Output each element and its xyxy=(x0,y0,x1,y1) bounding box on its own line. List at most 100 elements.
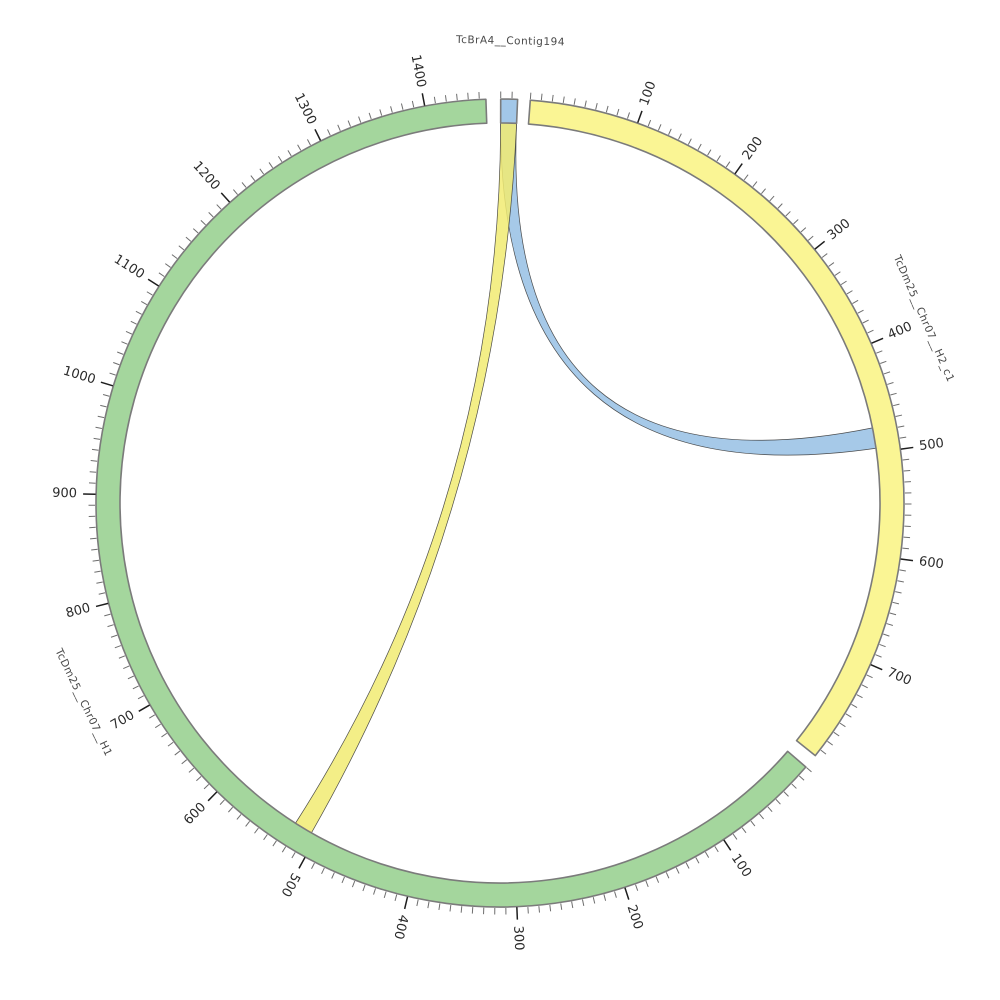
tick-minor xyxy=(92,559,100,562)
tick-minor xyxy=(605,105,609,113)
tick-minor xyxy=(460,906,463,913)
segment-band-h2 xyxy=(527,99,905,757)
tick-minor xyxy=(117,351,124,355)
tick-label-h1-1200: 1200 xyxy=(189,159,222,194)
ticks-h2 xyxy=(529,92,914,755)
tick-minor xyxy=(331,872,335,879)
tick-major xyxy=(100,381,114,387)
tick-minor xyxy=(807,235,814,241)
tick-minor xyxy=(616,108,620,116)
tick-minor xyxy=(845,713,852,718)
tick-minor xyxy=(109,372,116,376)
tick-minor xyxy=(100,404,107,408)
tick-minor xyxy=(783,791,789,797)
tick-minor xyxy=(90,460,98,462)
tick-label-h1-500: 500 xyxy=(278,870,303,899)
tick-minor xyxy=(358,116,362,123)
tick-minor xyxy=(584,100,587,108)
tick-minor xyxy=(834,271,841,276)
sector-label-contig194: TcBrA4__Contig194 xyxy=(455,34,565,48)
tick-minor xyxy=(704,851,710,858)
tick-major xyxy=(147,278,160,287)
tick-minor xyxy=(118,655,126,659)
tick-minor xyxy=(362,884,366,892)
tick-label-h1-1300: 1300 xyxy=(291,91,319,127)
tick-minor xyxy=(174,750,181,756)
tick-minor xyxy=(185,236,192,242)
tick-minor xyxy=(467,92,469,100)
tick-minor xyxy=(89,471,97,473)
tick-minor xyxy=(902,547,909,550)
tick-minor xyxy=(785,211,791,217)
tick-minor xyxy=(107,624,114,628)
tick-minor xyxy=(635,884,639,891)
tick-minor xyxy=(800,227,807,233)
tick-minor xyxy=(657,124,662,131)
tick-minor xyxy=(98,592,106,595)
tick-major xyxy=(734,163,743,175)
tick-minor xyxy=(866,674,873,679)
tick-label-h1-900: 900 xyxy=(52,486,77,502)
tick-minor xyxy=(769,195,775,202)
tick-minor xyxy=(560,903,563,910)
tick-minor xyxy=(181,759,188,765)
tick-minor xyxy=(427,901,430,909)
tick-minor xyxy=(219,799,225,805)
tick-minor xyxy=(97,415,105,419)
tick-minor xyxy=(697,143,702,150)
tick-minor xyxy=(793,219,799,225)
tick-minor xyxy=(775,799,781,805)
tick-minor xyxy=(216,204,222,210)
tick-label-h1-200: 200 xyxy=(624,903,646,931)
tick-minor xyxy=(827,740,834,746)
tick-minor xyxy=(895,591,902,594)
tick-minor xyxy=(254,827,259,834)
tick-minor xyxy=(164,263,171,268)
tick-minor xyxy=(416,899,419,907)
tick-minor xyxy=(861,684,868,689)
tick-major xyxy=(421,93,426,106)
tick-minor xyxy=(716,155,721,162)
tick-label-h2-700: 700 xyxy=(885,665,914,689)
tick-minor xyxy=(889,612,897,616)
tick-label-h1-100: 100 xyxy=(728,851,754,880)
segments-group xyxy=(95,98,905,908)
tick-minor xyxy=(655,876,660,883)
tick-minor xyxy=(899,569,906,572)
tick-minor xyxy=(903,469,911,472)
tick-minor xyxy=(846,290,853,295)
tick-label-h2-300: 300 xyxy=(825,216,854,243)
tick-minor xyxy=(449,904,452,912)
tick-major xyxy=(637,110,643,123)
tick-minor xyxy=(883,633,890,637)
tick-minor xyxy=(595,103,598,110)
tick-label-h2-200: 200 xyxy=(740,134,767,163)
tick-minor xyxy=(327,129,331,136)
tick-minor xyxy=(287,150,292,157)
tick-minor xyxy=(291,852,296,859)
tick-minor xyxy=(379,109,383,116)
ribbon-contig194-to-h1 xyxy=(294,122,517,834)
tick-label-h2-500: 500 xyxy=(918,436,945,454)
tick-minor xyxy=(188,767,195,773)
ticks-contig194 xyxy=(500,91,513,99)
tick-label-h1-1400: 1400 xyxy=(408,53,429,88)
tick-minor xyxy=(806,767,812,773)
tick-minor xyxy=(93,437,101,440)
tick-minor xyxy=(897,580,904,583)
tick-label-h1-1000: 1000 xyxy=(61,364,97,388)
tick-minor xyxy=(268,162,274,169)
tick-minor xyxy=(394,894,398,902)
tick-minor xyxy=(902,458,910,461)
tick-minor xyxy=(400,103,404,110)
tick-minor xyxy=(899,436,907,439)
tick-major xyxy=(207,791,218,802)
tick-minor xyxy=(236,814,242,820)
tick-minor xyxy=(562,96,565,104)
tick-minor xyxy=(140,301,148,306)
tick-minor xyxy=(121,341,128,345)
tick-minor xyxy=(171,254,178,259)
tick-minor xyxy=(549,904,552,912)
tick-minor xyxy=(263,834,268,841)
ticks-group xyxy=(83,91,914,920)
